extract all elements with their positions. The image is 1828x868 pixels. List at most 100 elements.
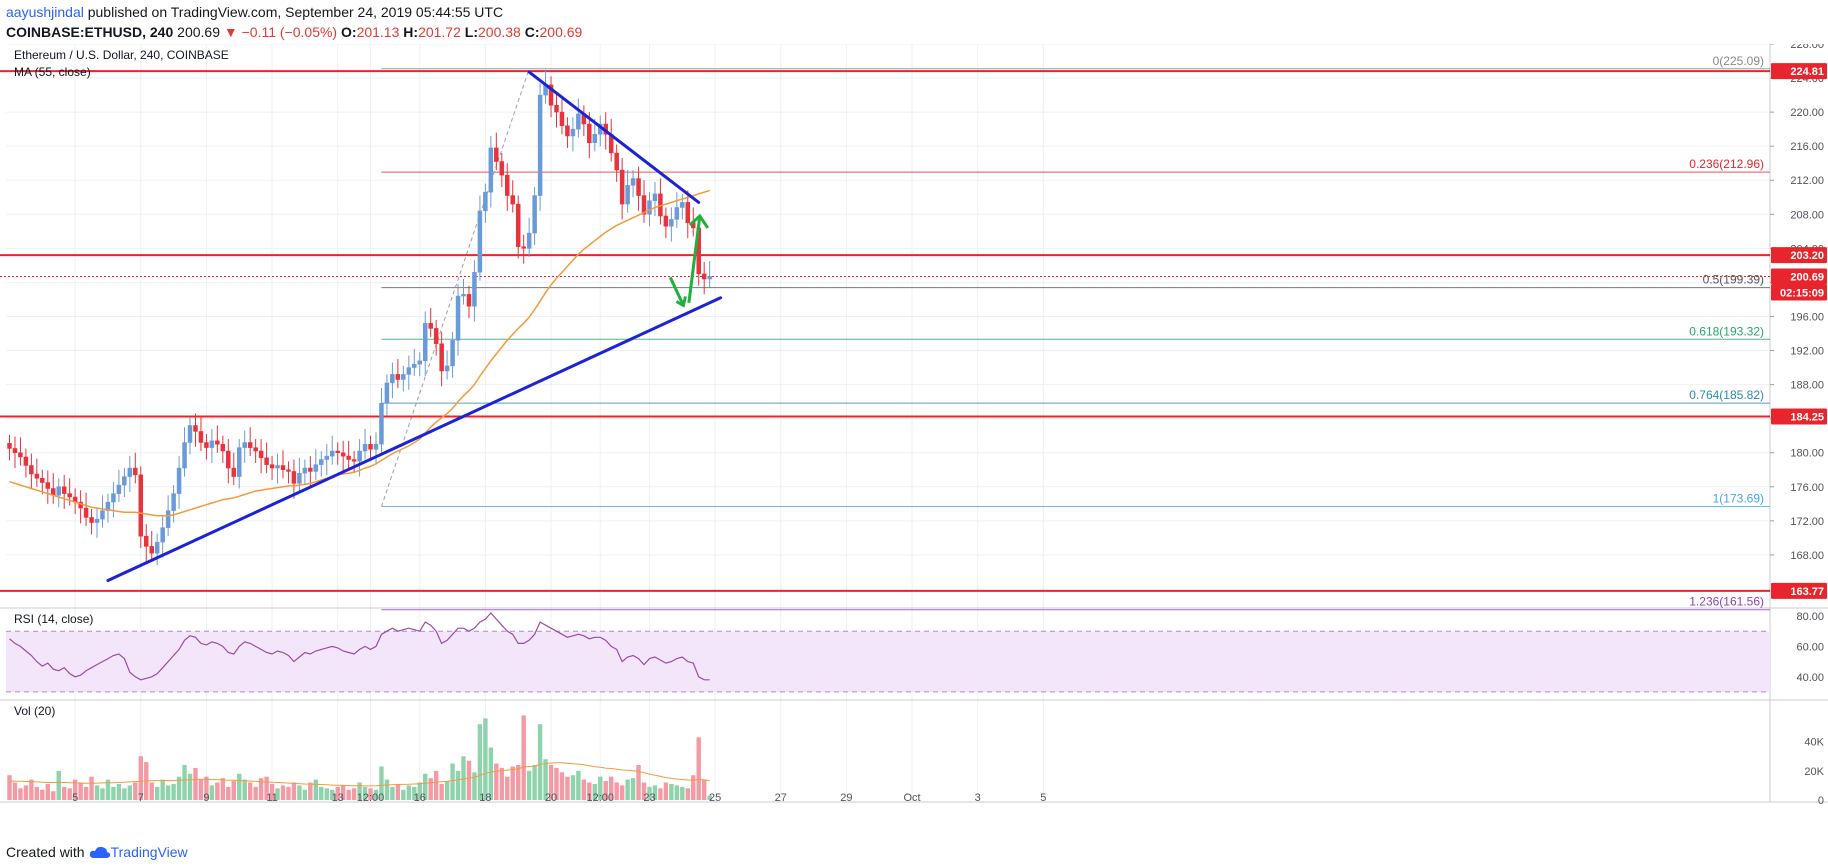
fib-level-label: 1(173.69) xyxy=(1713,491,1764,505)
volume-bar xyxy=(280,785,286,800)
time-axis-tick-label: 9 xyxy=(203,792,209,804)
price-badge xyxy=(1771,247,1827,264)
volume-bar xyxy=(592,783,597,800)
volume-bar xyxy=(581,779,587,800)
price-axis-tick-label: 192.00 xyxy=(1790,346,1824,358)
volume-bar xyxy=(444,781,450,800)
author-link[interactable]: aayushjindal xyxy=(6,4,84,20)
candle-body xyxy=(264,457,269,465)
time-axis-tick-label: 12:00 xyxy=(586,792,614,804)
volume-bar xyxy=(526,770,532,800)
rsi-band xyxy=(6,631,1770,692)
volume-bar xyxy=(231,781,236,800)
volume-bar xyxy=(198,779,204,800)
created-with-label: Created with xyxy=(6,844,85,860)
volume-bar xyxy=(193,767,198,800)
candle-body xyxy=(144,535,149,547)
volume-bar xyxy=(543,759,548,800)
publish-info: published on TradingView.com, September … xyxy=(87,4,504,20)
candle-body xyxy=(340,452,346,457)
candle-body xyxy=(291,471,297,484)
candle-body xyxy=(433,328,439,344)
price-badge-label: 163.77 xyxy=(1790,586,1824,598)
volume-bar xyxy=(45,783,50,800)
rsi-axis-tick-label: 40.00 xyxy=(1796,672,1824,684)
green-arrow-up xyxy=(687,215,702,304)
volume-bar xyxy=(450,763,455,800)
candle-body xyxy=(619,169,625,205)
time-axis-tick-label: Oct xyxy=(903,792,920,804)
candle-body xyxy=(412,363,417,368)
volume-bar xyxy=(461,756,466,800)
close-label: C: xyxy=(524,24,540,40)
time-axis-tick-label: 20 xyxy=(545,792,557,804)
volume-bar xyxy=(247,782,253,800)
candle-body xyxy=(105,501,111,511)
volume-bar xyxy=(138,756,143,800)
volume-bar xyxy=(669,783,674,800)
volume-bar xyxy=(433,770,439,800)
candle-body xyxy=(357,450,362,462)
candle-body xyxy=(526,232,532,249)
candle-body xyxy=(138,474,144,537)
candle-body xyxy=(18,452,23,458)
candle-body xyxy=(40,478,45,483)
price-badge xyxy=(1771,268,1827,285)
candle-body xyxy=(204,442,209,448)
price-axis-tick-label: 228.00 xyxy=(1790,44,1824,51)
price-change: −0.11 (−0.05%) xyxy=(241,24,338,40)
candle-body xyxy=(570,128,576,137)
high-label: H: xyxy=(403,24,419,40)
candle-body xyxy=(165,510,171,528)
publish-line: aayushjindal published on TradingView.co… xyxy=(6,2,582,22)
chart-canvas[interactable]: 0(225.09) 0.236(212.96) 0.5(199.39) 0.618(1… xyxy=(0,44,1828,804)
volume-bar xyxy=(182,765,187,800)
candle-body xyxy=(455,295,461,341)
green-arrow-up-head xyxy=(688,213,710,229)
volume-bar xyxy=(340,785,346,800)
candle-body xyxy=(297,472,302,484)
candle-body xyxy=(636,178,641,196)
volume-bar xyxy=(160,779,165,800)
open-label: O: xyxy=(341,24,357,40)
candle-body xyxy=(61,486,67,494)
candle-body xyxy=(685,202,691,224)
fib-level-label: 0.764(185.82) xyxy=(1689,388,1764,402)
volume-bar xyxy=(149,782,154,800)
tradingview-brand-link[interactable]: TradingView xyxy=(89,842,188,862)
volume-bar xyxy=(691,775,696,800)
candle-body xyxy=(390,374,395,384)
volume-bar xyxy=(34,786,40,800)
candle-body xyxy=(67,493,72,498)
candle-body xyxy=(379,403,384,445)
candle-body xyxy=(674,207,680,220)
candle-body xyxy=(29,465,34,475)
green-arrow-down xyxy=(668,276,685,307)
volume-bar xyxy=(576,770,581,800)
candle-body xyxy=(614,152,619,171)
price-badge-label: 02:15:09 xyxy=(1780,287,1824,299)
volume-bar xyxy=(253,786,258,800)
volume-bar xyxy=(505,776,510,800)
candle-body xyxy=(308,467,313,472)
candle-body xyxy=(253,447,258,452)
price-axis-tick-label: 188.00 xyxy=(1790,380,1824,392)
open-value: 201.13 xyxy=(356,24,400,40)
volume-bar xyxy=(674,785,680,800)
candle-body xyxy=(133,467,138,476)
volume-bar xyxy=(286,786,291,800)
candle-body xyxy=(554,105,559,113)
candle-body xyxy=(701,273,707,280)
volume-bar xyxy=(357,782,362,800)
candle-body xyxy=(532,195,537,234)
candle-body xyxy=(707,276,712,280)
candle-body xyxy=(587,123,592,144)
volume-bar xyxy=(598,776,603,800)
volume-bar xyxy=(127,785,133,800)
ohlc-line: COINBASE:ETHUSD, 240 200.69 ▼ −0.11 (−0.… xyxy=(6,22,582,42)
candle-body xyxy=(625,185,630,205)
ma55-line xyxy=(9,189,710,517)
candle-body xyxy=(505,174,510,196)
volume-bar xyxy=(412,786,417,800)
candle-body xyxy=(176,467,182,494)
